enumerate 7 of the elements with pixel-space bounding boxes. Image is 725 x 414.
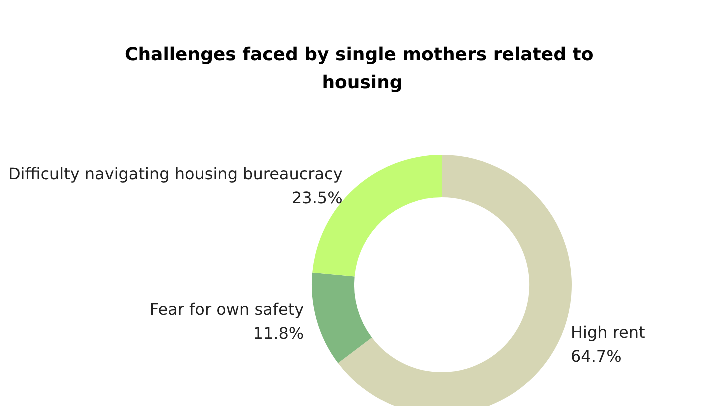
chart-title: Challenges faced by single mothers related to housing [125,44,600,94]
data-label: 64.7% [570,347,622,366]
data-label: 11.8% [253,324,304,344]
slice-label: High rent [570,323,646,342]
data-label: 23.5% [292,188,343,208]
slice-label: Fear for own safety [150,300,304,320]
slice-label: Difficulty navigating housing bureaucracy [8,164,343,184]
